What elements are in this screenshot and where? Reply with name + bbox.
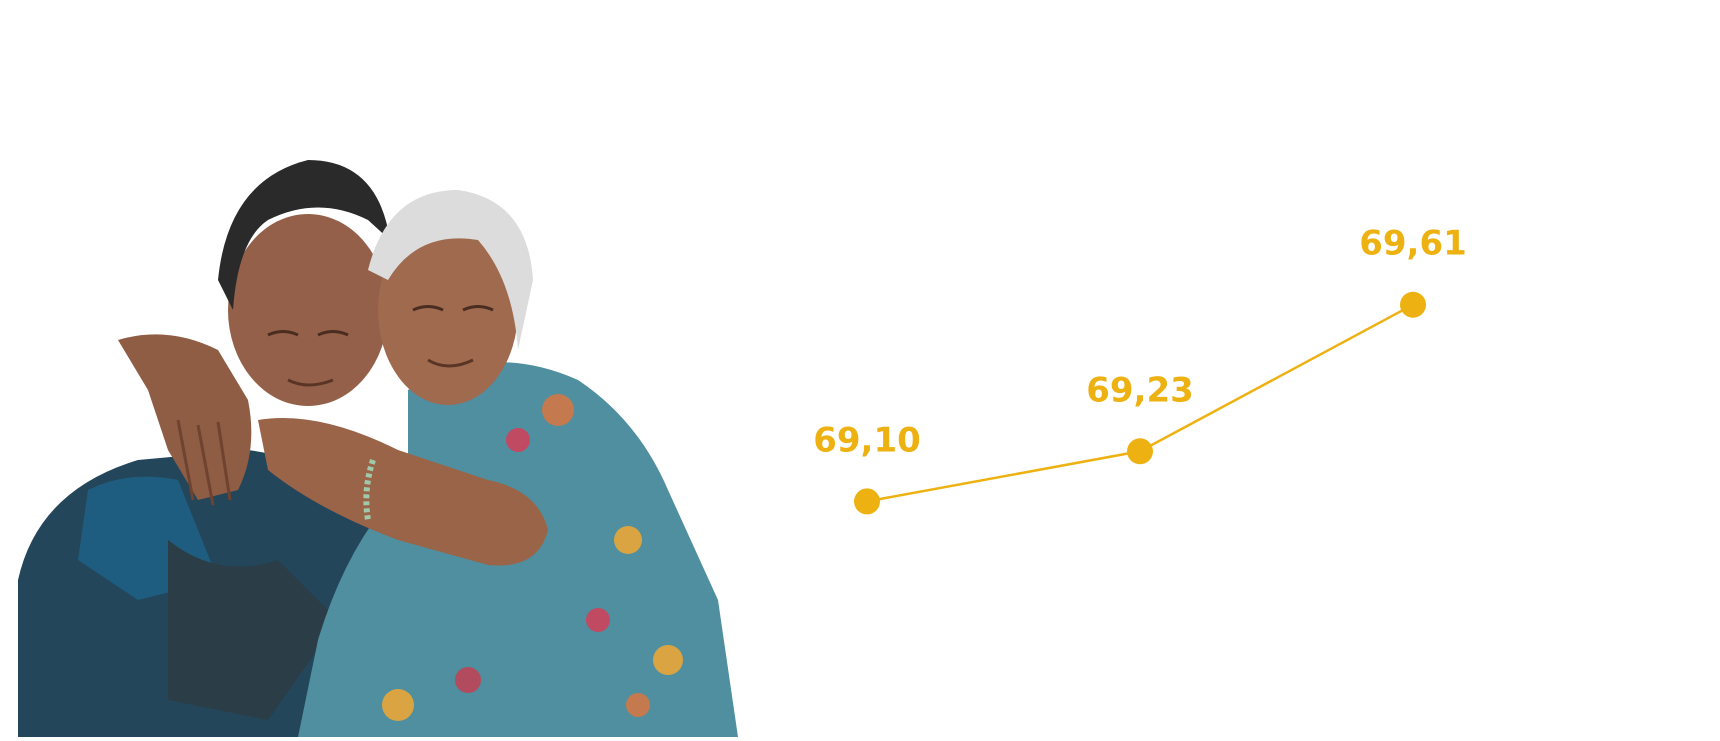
photo-illustration bbox=[18, 160, 738, 737]
photo-two-elderly-women-hugging bbox=[18, 160, 808, 737]
data-point bbox=[1400, 291, 1426, 318]
data-label: 69,23 bbox=[1086, 370, 1194, 410]
data-points bbox=[854, 291, 1426, 515]
data-point bbox=[1127, 438, 1153, 465]
data-point bbox=[854, 488, 880, 515]
data-label: 69,10 bbox=[813, 420, 921, 460]
line-chart-svg: 69,10 69,23 69,61 bbox=[813, 224, 1467, 515]
line-chart: 69,10 69,23 69,61 bbox=[813, 224, 1640, 540]
data-label: 69,61 bbox=[1359, 224, 1467, 264]
data-labels: 69,10 69,23 69,61 bbox=[813, 224, 1467, 461]
